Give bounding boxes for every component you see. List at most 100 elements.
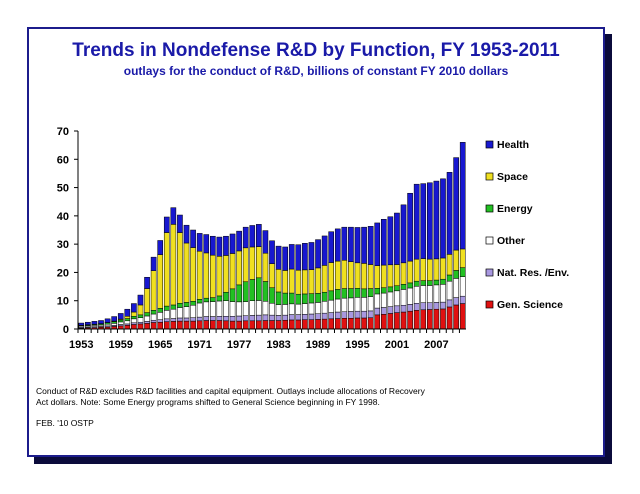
bar-1987-other [302, 303, 308, 315]
bar-1972-health [203, 234, 210, 254]
bar-1971-health [196, 233, 203, 252]
bar-1979-other [249, 300, 256, 316]
bar-1977-health [236, 230, 242, 252]
bar-1992-nat-res-env- [334, 311, 341, 319]
bar-1984-energy [282, 292, 288, 305]
bar-1971-gen-science [196, 320, 203, 330]
bar-2007-space [433, 258, 440, 281]
footnote: Conduct of R&D excludes R&D facilities a… [36, 386, 425, 407]
chart-title: Trends in Nondefense R&D by Function, FY… [72, 40, 560, 61]
bar-1976-other [229, 301, 236, 317]
bar-1962-space [137, 304, 144, 316]
bar-1995-other [354, 297, 361, 312]
bar-1965-nat-res-env- [157, 319, 164, 323]
bar-1989-other [315, 302, 321, 314]
bar-2010-space [453, 249, 459, 271]
bar-1961-other [131, 318, 137, 324]
bar-1960-other [124, 320, 131, 325]
bar-1992-other [334, 298, 341, 313]
bar-1964-health [150, 256, 157, 271]
bar-1997-nat-res-env- [367, 310, 374, 318]
bar-1985-nat-res-env- [288, 314, 295, 321]
y-axis-ticks: 0 10 20 30 40 50 60 70 [57, 126, 78, 336]
legend-label: Other [497, 235, 525, 247]
bar-1961-gen-science [131, 324, 137, 330]
bar-2000-other [387, 291, 394, 307]
bar-1990-gen-science [321, 318, 328, 330]
bar-1989-gen-science [315, 319, 321, 330]
bar-2007-gen-science [433, 308, 440, 330]
bar-1963-health [144, 276, 150, 289]
bar-1978-nat-res-env- [242, 315, 249, 322]
legend-label: Nat. Res. /Env. [497, 267, 569, 279]
x-tick-label: 1965 [148, 339, 172, 351]
bar-2007-energy [433, 279, 440, 286]
bar-1966-nat-res-env- [163, 318, 170, 322]
bar-2002-gen-science [400, 311, 407, 330]
bar-2009-gen-science [446, 306, 453, 330]
bar-1987-health [302, 243, 308, 271]
bar-2009-health [446, 172, 453, 255]
bar-1999-other [380, 292, 387, 308]
bar-1957-other [104, 323, 111, 327]
y-tick-label: 40 [57, 211, 69, 223]
legend-swatch-nat-res-env- [485, 268, 494, 277]
bar-1969-energy [183, 302, 190, 307]
bar-1990-health [321, 235, 328, 266]
legend-label: Energy [497, 203, 533, 215]
bar-2009-space [446, 254, 453, 276]
bar-layer [78, 142, 466, 330]
x-tick-label: 1953 [69, 339, 93, 351]
bar-1979-gen-science [249, 320, 256, 330]
bar-1965-health [157, 240, 164, 255]
legend-swatch-health [485, 140, 494, 149]
bar-1961-space [131, 311, 137, 317]
bar-1967-space [170, 224, 177, 306]
bar-1965-other [157, 312, 164, 320]
bar-1996-nat-res-env- [361, 310, 367, 319]
bar-1977-nat-res-env- [236, 315, 242, 322]
bar-1996-health [361, 226, 367, 264]
bar-1966-other [163, 310, 170, 320]
bar-1981-other [262, 301, 269, 316]
bar-1985-gen-science [288, 319, 295, 330]
bar-1980-gen-science [256, 320, 262, 330]
bar-1953-health [78, 322, 85, 326]
bar-1996-other [361, 297, 367, 312]
bar-1997-gen-science [367, 317, 374, 330]
bar-1990-energy [321, 291, 328, 302]
bar-1962-energy [137, 314, 144, 318]
bar-1998-other [374, 293, 381, 309]
bar-1989-energy [315, 293, 321, 303]
bar-1958-energy [111, 321, 117, 324]
bar-1970-nat-res-env- [190, 317, 196, 322]
bar-1972-nat-res-env- [203, 316, 210, 321]
bar-1965-gen-science [157, 321, 164, 330]
bar-1955-health [91, 321, 98, 325]
bar-1990-other [321, 301, 328, 314]
bar-1965-energy [157, 308, 164, 313]
bar-1974-other [216, 300, 223, 317]
bar-1982-gen-science [269, 320, 275, 330]
bar-1961-nat-res-env- [131, 322, 137, 325]
bar-2001-gen-science [394, 312, 400, 330]
bar-1988-other [308, 302, 315, 315]
legend-label: Gen. Science [497, 299, 563, 311]
bar-1976-nat-res-env- [229, 316, 236, 322]
bar-1995-health [354, 227, 361, 264]
bar-1985-other [288, 303, 295, 315]
bar-1954-health [85, 321, 91, 326]
bar-1980-energy [256, 277, 262, 301]
bar-1966-gen-science [163, 321, 170, 330]
footnote-credit: FEB. '10 OSTP [36, 418, 94, 428]
bar-2003-energy [407, 282, 413, 289]
bar-2008-nat-res-env- [440, 301, 446, 310]
legend-swatch-energy [485, 204, 494, 213]
bar-2011-health [459, 142, 466, 250]
bar-2010-gen-science [453, 304, 459, 330]
bar-1986-gen-science [295, 319, 302, 330]
y-tick-label: 50 [57, 183, 69, 195]
bar-1991-nat-res-env- [328, 312, 334, 320]
bar-1975-nat-res-env- [223, 316, 229, 322]
